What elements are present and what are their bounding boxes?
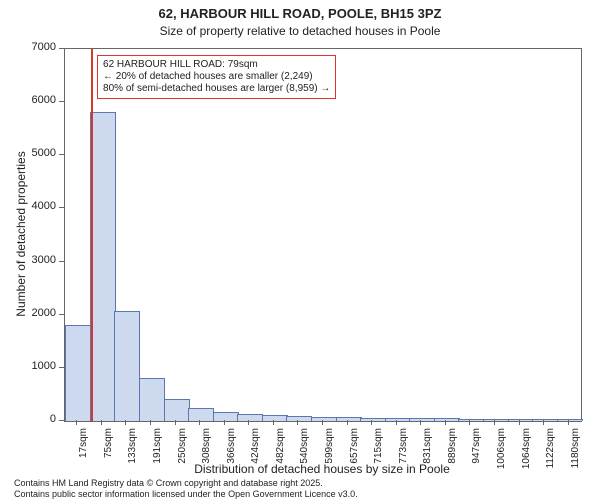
y-tick-label: 7000 [0, 41, 56, 53]
bar [262, 415, 288, 421]
bar [483, 419, 509, 421]
footer-line: Contains HM Land Registry data © Crown c… [14, 478, 358, 489]
bar [139, 378, 165, 422]
bar [188, 408, 214, 421]
bar [434, 418, 460, 421]
footer-text: Contains HM Land Registry data © Crown c… [14, 478, 358, 500]
y-tick-label: 5000 [0, 147, 56, 159]
bar [213, 412, 239, 422]
annotation-header: 62 HARBOUR HILL ROAD: 79sqm [103, 59, 330, 71]
bar [385, 418, 411, 421]
bar [237, 414, 263, 421]
chart-container: 62, HARBOUR HILL ROAD, POOLE, BH15 3PZ S… [0, 0, 600, 500]
annotation-line: ← 20% of detached houses are smaller (2,… [103, 71, 330, 83]
bar [65, 325, 91, 421]
annotation-box: 62 HARBOUR HILL ROAD: 79sqm← 20% of deta… [97, 55, 336, 99]
bar [90, 112, 116, 421]
bar [114, 311, 140, 421]
bar [286, 416, 312, 421]
bar [508, 419, 534, 421]
chart-title: 62, HARBOUR HILL ROAD, POOLE, BH15 3PZ [0, 6, 600, 21]
y-tick-label: 0 [0, 413, 56, 425]
annotation-line: 80% of semi-detached houses are larger (… [103, 83, 330, 95]
bar [458, 419, 484, 421]
bar [336, 417, 362, 421]
y-tick-label: 1000 [0, 360, 56, 372]
x-axis-label: Distribution of detached houses by size … [64, 462, 580, 476]
bar [311, 417, 337, 421]
bar [360, 418, 386, 421]
y-tick-label: 3000 [0, 254, 56, 266]
marker-line [91, 49, 93, 421]
bar [409, 418, 435, 421]
y-tick-label: 6000 [0, 94, 56, 106]
y-tick-label: 2000 [0, 307, 56, 319]
bar [532, 419, 558, 421]
y-tick-label: 4000 [0, 200, 56, 212]
bars-layer [65, 49, 581, 421]
chart-subtitle: Size of property relative to detached ho… [0, 24, 600, 38]
bar [164, 399, 190, 421]
footer-line: Contains public sector information licen… [14, 489, 358, 500]
plot-area: 62 HARBOUR HILL ROAD: 79sqm← 20% of deta… [64, 48, 582, 422]
bar [557, 419, 583, 421]
